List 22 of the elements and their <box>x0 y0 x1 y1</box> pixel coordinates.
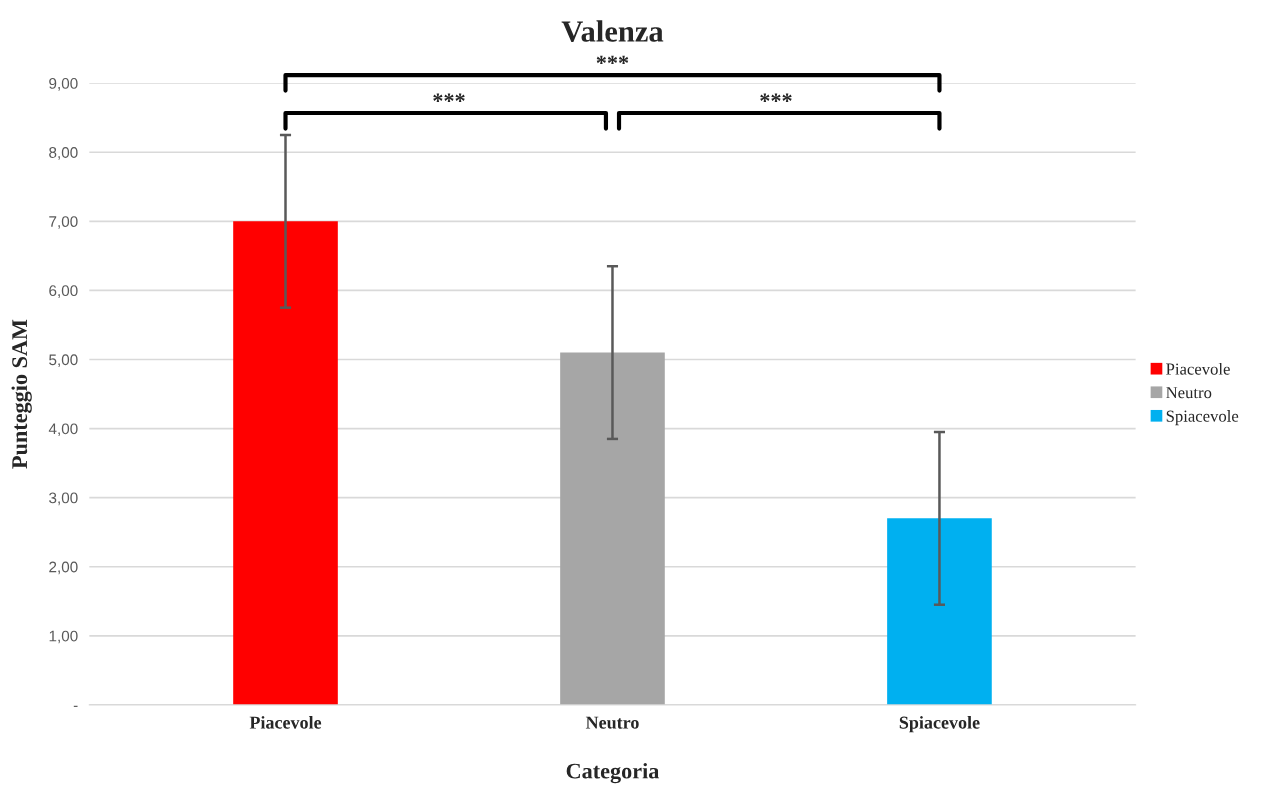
y-tick-label: 4,00 <box>48 423 78 437</box>
x-tick-label: Piacevole <box>249 715 322 729</box>
text: *** <box>596 55 629 65</box>
y-tick-label: 3,00 <box>49 492 78 506</box>
y-tick-label: 9,00 <box>49 78 78 91</box>
legend-label: Piacevole <box>1166 362 1230 375</box>
y-tick-label: 8,00 <box>49 147 78 160</box>
y-tick-label: 5,00 <box>49 354 78 367</box>
annotation: *** <box>760 93 792 102</box>
y-tick-label: 7,00 <box>49 216 78 229</box>
x-tick-label: Spiacevole <box>899 715 980 733</box>
annotation: *** <box>433 93 465 102</box>
legend-label: Neutro <box>1166 387 1212 399</box>
y-tick-label: - <box>73 705 78 707</box>
y-axis-title: Punteggio SAM <box>11 319 32 469</box>
legend-label: Spiacevole <box>1166 410 1239 426</box>
y-tick-label: 1,00 <box>49 630 78 644</box>
x-tick-label: Neutro <box>585 716 639 729</box>
x-axis-title: Categoria <box>566 762 660 784</box>
y-tick-label: 2,00 <box>49 561 78 575</box>
y-tick-label: 6,00 <box>49 285 78 298</box>
chart-title: Valenza <box>561 20 664 42</box>
